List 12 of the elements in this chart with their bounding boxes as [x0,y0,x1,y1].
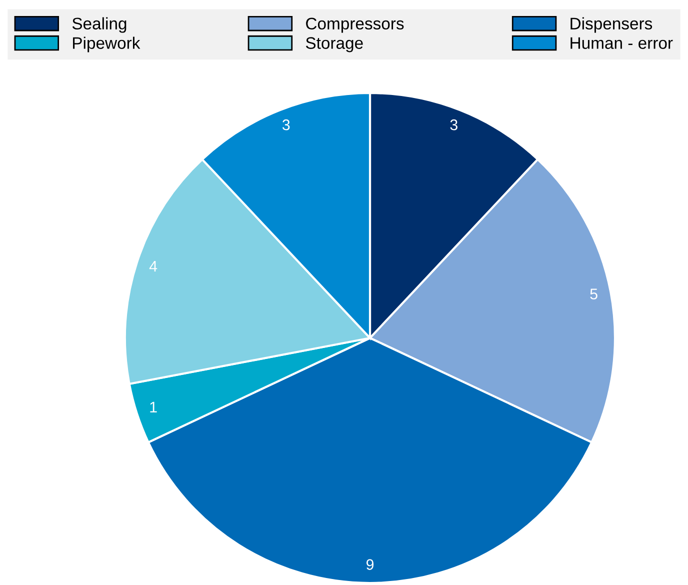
data-label: 5 [590,288,598,300]
legend-label: Compressors [306,18,404,33]
legend-label: Storage [306,37,363,52]
data-label: 4 [149,261,158,272]
data-label: 9 [366,559,374,570]
legend-label: Dispensers [570,17,652,33]
legend-label: Sealing [72,17,126,33]
data-label: 1 [150,402,157,412]
data-label: 3 [282,119,290,130]
data-label: 3 [450,119,458,130]
legend-label: Pipework [73,36,140,52]
legend-label: Human - error [570,37,673,49]
